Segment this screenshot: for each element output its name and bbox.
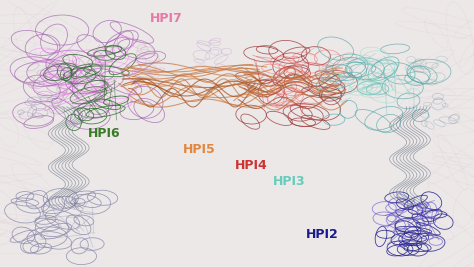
Text: HPI2: HPI2 xyxy=(306,229,339,241)
Text: HPI7: HPI7 xyxy=(149,12,182,25)
Text: HPI4: HPI4 xyxy=(235,159,268,172)
Text: HPI5: HPI5 xyxy=(182,143,216,156)
Text: HPI3: HPI3 xyxy=(273,175,305,188)
Text: HPI6: HPI6 xyxy=(88,127,120,140)
